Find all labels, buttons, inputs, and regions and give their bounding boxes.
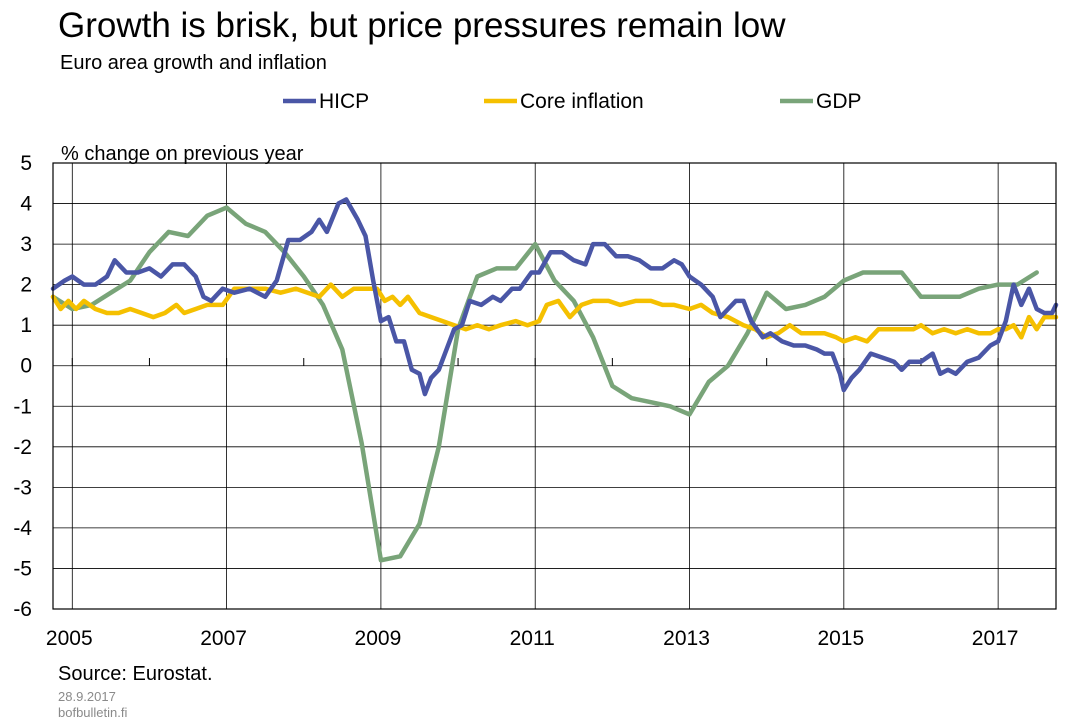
x-tick-label: 2005 [46,627,93,650]
y-tick-label: -6 [13,598,32,621]
x-tick-label: 2007 [200,627,247,650]
y-tick-label: -1 [13,395,32,418]
line-chart: HICP Core inflation GDP % change on previo… [13,90,1059,650]
y-tick-label: -5 [13,557,32,580]
x-tick-labels: 2005 2007 2009 2011 2013 2015 2017 [46,627,1019,650]
x-tick-label: 2011 [510,627,555,650]
legend: HICP Core inflation GDP [283,90,862,113]
y-tick-label: 1 [20,314,32,337]
y-axis-label: % change on previous year [61,143,304,165]
x-tick-label: 2017 [972,627,1019,650]
date-stamp: 28.9.2017 [58,689,116,704]
x-tick-label: 2009 [355,627,402,650]
legend-label: GDP [816,90,862,113]
grid-lines [53,163,1056,609]
series-line-core-inflation [50,282,1059,344]
legend-label: Core inflation [520,90,644,113]
y-tick-label: 0 [20,355,32,378]
y-tick-label: -2 [13,436,32,459]
source-note: Source: Eurostat. [58,663,213,685]
y-tick-label: 5 [20,152,32,175]
site-credit: bofbulletin.fi [58,705,128,720]
y-tick-label: 4 [20,193,32,216]
y-tick-label: -3 [13,476,32,499]
series-layer [50,197,1059,563]
legend-label: HICP [319,90,369,113]
y-tick-label: -4 [13,517,32,540]
chart-title: Growth is brisk, but price pressures rem… [58,6,786,45]
plot-frame [52,162,1057,610]
chart-subtitle: Euro area growth and inflation [60,52,327,74]
x-tick-label: 2013 [663,627,710,650]
y-tick-label: 3 [20,233,32,256]
x-tick-label: 2015 [817,627,864,650]
series-line-hicp [50,197,1059,397]
y-tick-labels: 5 4 3 2 1 0 -1 -2 -3 -4 -5 -6 [13,152,32,621]
y-tick-label: 2 [20,274,32,297]
